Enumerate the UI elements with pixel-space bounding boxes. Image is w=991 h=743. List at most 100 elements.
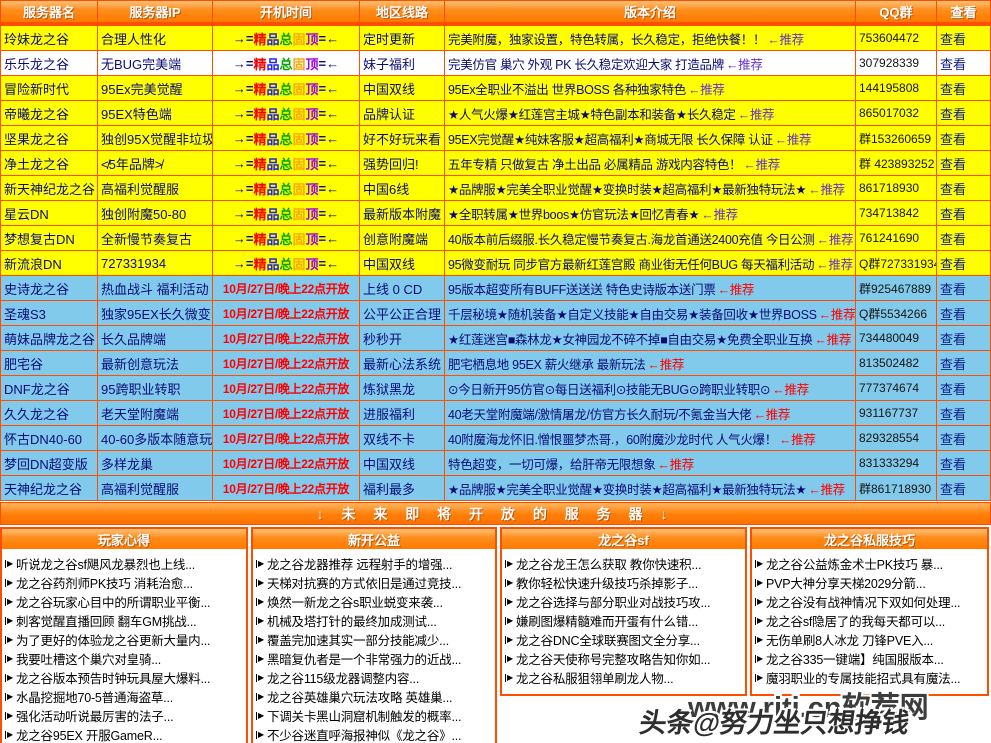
recommend-label: ←推荐 (767, 32, 804, 47)
qq-group-cell: 931167737 (856, 401, 936, 425)
version-text: 95版本超变所有BUFF送送送 特色史诗版本送门票 (448, 282, 716, 297)
server-ip-cell: 合理人性化 (98, 26, 212, 50)
article-link[interactable]: ▶ 听说龙之谷sf飓风龙暴烈也上线... (2, 554, 246, 573)
article-link[interactable]: ▶ 龙之谷龙王怎么获取 教你快速积... (502, 554, 745, 573)
column-header: 服务器名 (1, 1, 97, 22)
play-bullet-icon: ▶ (505, 596, 513, 606)
article-link[interactable]: ▶ 龙之谷玩家心目中的所谓职业平衡... (2, 592, 246, 611)
qq-group-cell: 831333294 (856, 451, 936, 475)
article-link[interactable]: ▶ 龙之谷选择与部分职业对战技巧攻... (502, 592, 745, 611)
article-link[interactable]: ▶ 龙之谷没有战神情况下双如何处理... (752, 592, 987, 611)
open-date-text: 10月/27日/晚上22点开放 (222, 381, 350, 396)
article-link[interactable]: ▶ 龙之谷私服狙翎单刷龙人物... (502, 668, 745, 687)
article-link[interactable]: ▶ 焕然一新龙之谷s职业蜕变来袭... (253, 592, 495, 611)
region-line-cell: 妹子福利 (360, 51, 444, 75)
article-link[interactable]: ▶ 龙之谷英雄巢穴玩法攻略 英雄巢... (253, 687, 495, 706)
article-link[interactable]: ▶ 无伤单刷8人冰龙 刀锋PVE入... (752, 630, 987, 649)
server-name-cell: 久久龙之谷 (1, 401, 97, 425)
view-link[interactable]: 查看 (937, 476, 990, 500)
view-link[interactable]: 查看 (937, 101, 990, 125)
article-title: 龙之谷335一键端】纯国服版本... (765, 653, 944, 667)
view-link[interactable]: 查看 (937, 326, 990, 350)
open-time-cell: →= 精品总固顶 =← (213, 201, 359, 225)
badge-char: 精 (253, 156, 267, 172)
badge-char: 顶 (305, 256, 319, 272)
view-link[interactable]: 查看 (937, 351, 990, 375)
article-link[interactable]: ▶ 龙之谷95EX 开服GameR... (2, 725, 246, 743)
recommend-label: ←推荐 (808, 482, 845, 497)
article-title: 我要吐槽这个巢穴对皇骑... (15, 653, 162, 667)
article-link[interactable]: ▶ 龙之谷335一键端】纯国服版本... (752, 649, 987, 668)
article-link[interactable]: ▶ 龙之谷公益炼金术士PK技巧 暴... (752, 554, 987, 573)
view-link[interactable]: 查看 (937, 226, 990, 250)
article-link[interactable]: ▶ 不少谷迷直呼海报神似《龙之谷》... (253, 725, 495, 743)
article-link[interactable]: ▶ 龙之谷115级龙器调整内容... (253, 668, 495, 687)
badge-char: 品 (266, 131, 280, 147)
view-link[interactable]: 查看 (937, 426, 990, 450)
region-line-cell: 强势回归! (360, 151, 444, 175)
view-link[interactable]: 查看 (937, 176, 990, 200)
article-link[interactable]: ▶ 嫌刷图爆精髓难而开蛋有什么错... (502, 611, 745, 630)
qq-group-cell: 865017032 (856, 101, 936, 125)
article-link[interactable]: ▶ 下调关卡黑山洞窟机制触发的概率... (253, 706, 495, 725)
server-ip-cell: ≮5年品牌≯ (98, 151, 212, 175)
article-link[interactable]: ▶ 教你轻松快速升级技巧杀掉影子... (502, 573, 745, 592)
article-link[interactable]: ▶ 覆盖完加速其实一部分技能减少... (253, 630, 495, 649)
article-link[interactable]: ▶ PVP大神分享天梯2029分箭... (752, 573, 987, 592)
badge-arrow-right: =← (318, 155, 340, 171)
view-link[interactable]: 查看 (937, 151, 990, 175)
view-link[interactable]: 查看 (937, 401, 990, 425)
recommend-label: ←推荐 (701, 207, 738, 222)
article-link[interactable]: ▶ 刺客觉醒直播回顾 翻车GM挑战... (2, 611, 246, 630)
version-intro-cell: 特色超变，一切可爆，给肝帝无限想象 ←推荐 (445, 451, 855, 475)
view-link[interactable]: 查看 (937, 126, 990, 150)
badge-char: 总 (279, 56, 293, 72)
badge-arrow-left: →= (232, 230, 254, 246)
article-link[interactable]: ▶ 我要吐槽这个巢穴对皇骑... (2, 649, 246, 668)
view-link[interactable]: 查看 (937, 201, 990, 225)
article-link[interactable]: ▶ 为了更好的体验龙之谷更新大量内... (2, 630, 246, 649)
badge-arrow-right: =← (318, 105, 340, 121)
panel-title: 龙之谷私服技巧 (752, 529, 987, 549)
article-link[interactable]: ▶ 龙之谷版本预告时钟玩具屋大爆料... (2, 668, 246, 687)
badge-char: 总 (279, 256, 293, 272)
article-link[interactable]: ▶ 魔羽职业的专属技能招式具有魔法... (752, 668, 987, 687)
article-link[interactable]: ▶ 水晶挖掘地70-5普通海盗草... (2, 687, 246, 706)
view-link[interactable]: 查看 (937, 301, 990, 325)
badge-char: 总 (279, 181, 293, 197)
article-link[interactable]: ▶ 龙之谷sf隐居了的我每天都可以... (752, 611, 987, 630)
article-title: 黑暗复仇者是一个非常强力的近战... (266, 653, 462, 667)
recommend-label: ←推荐 (647, 357, 685, 372)
badge-char: 总 (279, 106, 293, 122)
badge-char: 品 (266, 156, 280, 172)
open-time-cell: 10月/27日/晚上22点开放 (213, 401, 359, 425)
server-ip-cell: 全新慢节奏复古 (98, 226, 212, 250)
region-line-cell: 福利最多 (360, 476, 444, 500)
article-link[interactable]: ▶ 强化活动听说最厉害的法子... (2, 706, 246, 725)
version-intro-cell: ★品牌服★完美全职业觉醒★变换时装★超高福利★最新独特玩法★ ←推荐 (445, 476, 855, 500)
badge-char: 精 (253, 31, 267, 47)
server-ip-cell: 独创附魔50-80 (98, 201, 212, 225)
view-link[interactable]: 查看 (937, 51, 990, 75)
view-link[interactable]: 查看 (937, 376, 990, 400)
badge-char: 顶 (305, 181, 319, 197)
server-name-cell: 玲妹龙之谷 (1, 26, 97, 50)
article-link[interactable]: ▶ 龙之谷药剂师PK技巧 消耗治愈... (2, 573, 246, 592)
view-link[interactable]: 查看 (937, 251, 990, 275)
play-bullet-icon: ▶ (256, 596, 264, 606)
view-link[interactable]: 查看 (937, 26, 990, 50)
view-link[interactable]: 查看 (937, 76, 990, 100)
article-link[interactable]: ▶ 龙之谷天使称号完整攻略告知你如... (502, 649, 745, 668)
article-link[interactable]: ▶ 机械及塔打针的最终加成测试... (253, 611, 495, 630)
article-link[interactable]: ▶ 龙之谷龙器推荐 远程射手的增强... (253, 554, 495, 573)
article-link[interactable]: ▶ 黑暗复仇者是一个非常强力的近战... (253, 649, 495, 668)
play-bullet-icon: ▶ (5, 634, 13, 644)
recommend-label: ←推荐 (737, 107, 775, 122)
view-link[interactable]: 查看 (937, 276, 990, 300)
play-bullet-icon: ▶ (256, 577, 264, 587)
qq-group-cell: 群153260659 (856, 126, 936, 150)
badge-char: 顶 (305, 156, 319, 172)
view-link[interactable]: 查看 (937, 451, 990, 475)
article-link[interactable]: ▶ 天梯对抗赛的方式依旧是通过竞技... (253, 573, 495, 592)
article-link[interactable]: ▶ 龙之谷DNC全球联赛图文全分享... (502, 630, 745, 649)
